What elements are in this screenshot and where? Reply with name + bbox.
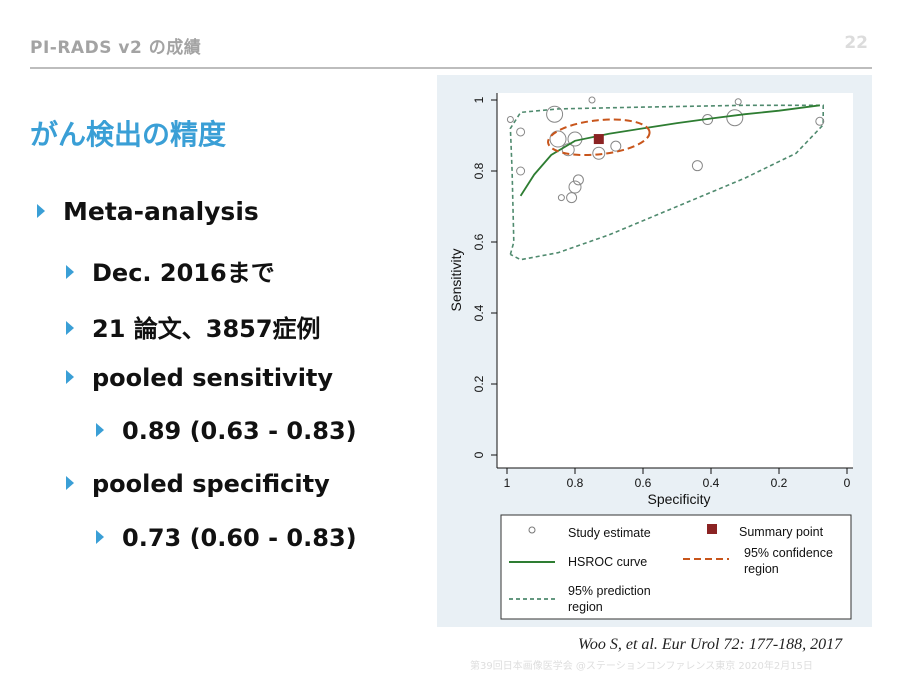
bullet-item: 0.89 (0.63 - 0.83) [96,417,357,445]
study-estimate-point [557,194,565,202]
study-estimate-point [506,116,514,124]
header-title: PI-RADS v2 の成績 [30,38,202,58]
legend-confidence-label-2: region [744,562,779,576]
hsroc-curve [519,104,820,197]
citation: Woo S, et al. Eur Urol 72: 177-188, 2017 [578,636,843,653]
legend-confidence-label-1: 95% confidence [744,546,833,560]
bullet-arrow-icon [66,370,74,384]
bullet-arrow-icon [66,265,74,279]
bullet-item: 21 論文、3857症例 [66,309,321,344]
bullet-text: pooled sensitivity [92,364,334,392]
study-estimate-point [516,127,526,137]
x-tick-label: 0.6 [635,476,652,490]
bullet-arrow-icon [66,321,74,335]
study-estimate-point [568,180,582,194]
legend-study-estimate-label: Study estimate [568,526,651,540]
bullet-arrow-icon [96,423,104,437]
x-axis-label: Specificity [647,491,710,507]
study-estimate-point [726,109,744,127]
y-tick-label: 0.4 [472,304,486,321]
study-estimate-point [588,96,596,104]
header-rule [30,67,872,69]
bullet-text: 21 論文、3857症例 [92,315,321,343]
legend-prediction-label-1: 95% prediction [568,584,651,598]
x-tick-label: 0.4 [703,476,720,490]
y-tick-label: 0.8 [472,162,486,179]
bullet-text: 0.89 (0.63 - 0.83) [122,417,357,445]
figure-panel: 1 0.8 0.6 0.4 0.2 0 0 0.2 0.4 0.6 0.8 1 Specificity… [437,75,872,627]
y-tick-label: 0.6 [472,233,486,250]
study-estimate-point [516,166,526,176]
bullet-text: Dec. 2016まで [92,259,275,287]
x-tick-label: 0.8 [567,476,584,490]
bullet-item: pooled specificity [66,470,330,498]
bullet-item: Meta-analysis [37,197,259,226]
study-estimate-point [566,192,578,204]
study-estimate-point [592,146,606,160]
study-estimate-point [546,105,564,123]
plot-area [497,93,853,468]
legend-prediction-label-2: region [568,600,603,614]
legend-summary-point-icon [707,524,717,534]
y-tick-label: 0.2 [472,375,486,392]
legend-box [500,514,852,620]
legend-study-estimate-icon [528,526,536,534]
bullet-item: 0.73 (0.60 - 0.83) [96,524,357,552]
bullet-arrow-icon [66,476,74,490]
prediction-region [509,104,825,261]
bullet-item: pooled sensitivity [66,364,333,392]
x-tick-label: 0 [844,476,851,490]
study-estimate-point [561,143,575,157]
bullet-text: 0.73 (0.60 - 0.83) [122,524,357,552]
summary-point [593,134,604,145]
legend: Study estimate Summary point HSROC curve… [500,514,852,620]
study-estimate-point [549,130,567,148]
legend-summary-point-label: Summary point [739,525,824,539]
footer-text: 第39回日本画像医学会 @ステーションコンファレンス東京 2020年2月15日 [470,661,813,672]
bullet-item: Dec. 2016まで [66,253,275,288]
study-estimate-point [572,174,584,186]
y-axis-label: Sensitivity [448,248,464,311]
bullet-text: pooled specificity [92,470,330,498]
study-estimate-point [610,140,622,152]
page-number: 22 [844,33,868,53]
x-tick-label: 0.2 [771,476,788,490]
study-estimate-point [691,160,703,172]
bullet-arrow-icon [96,530,104,544]
study-estimate-point [734,98,742,106]
legend-hsroc-label: HSROC curve [568,555,647,569]
study-estimate-point [815,116,825,126]
slide-heading: がん検出の精度 [30,118,227,151]
bullet-text: Meta-analysis [63,197,259,226]
bullet-arrow-icon [37,204,45,218]
confidence-region [547,118,651,157]
y-tick-label: 0 [472,451,486,458]
x-tick-label: 1 [504,476,511,490]
y-tick-label: 1 [472,96,486,103]
sroc-chart: 1 0.8 0.6 0.4 0.2 0 0 0.2 0.4 0.6 0.8 1 Specificity… [448,93,853,620]
